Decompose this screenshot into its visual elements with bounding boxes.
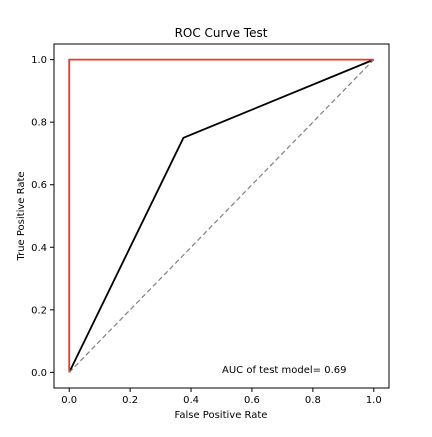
y-tick-label: 0.2 bbox=[31, 305, 47, 316]
series-random-line bbox=[68, 59, 375, 373]
y-tick-label: 0.4 bbox=[31, 243, 47, 254]
x-axis-title: False Positive Rate bbox=[175, 410, 268, 421]
y-tick-label: 1.0 bbox=[31, 55, 47, 66]
y-tick-label: 0.8 bbox=[31, 118, 47, 129]
plot-frame bbox=[53, 43, 390, 389]
y-axis-title: True Positive Rate bbox=[16, 171, 27, 261]
x-tick-label: 0.2 bbox=[122, 395, 138, 406]
series-test-model-line bbox=[68, 58, 375, 373]
x-tick-label: 0.0 bbox=[61, 395, 77, 406]
auc-annotation: AUC of test model= 0.69 bbox=[222, 365, 346, 376]
x-tick-label: 0.4 bbox=[183, 395, 199, 406]
x-tick-label: 0.6 bbox=[244, 395, 260, 406]
plot-area: 0.0 0.2 0.4 0.6 0.8 1.0 0.0 0.2 0.4 0.6 0.8 1.0 bbox=[31, 43, 390, 406]
x-tick-label: 0.8 bbox=[305, 395, 321, 406]
series-perfect-line bbox=[68, 58, 374, 373]
y-tick-label: 0.0 bbox=[31, 368, 47, 379]
y-tick-label: 0.6 bbox=[31, 180, 47, 191]
x-tick-label: 1.0 bbox=[366, 395, 382, 406]
chart-title: ROC Curve Test bbox=[175, 26, 268, 40]
